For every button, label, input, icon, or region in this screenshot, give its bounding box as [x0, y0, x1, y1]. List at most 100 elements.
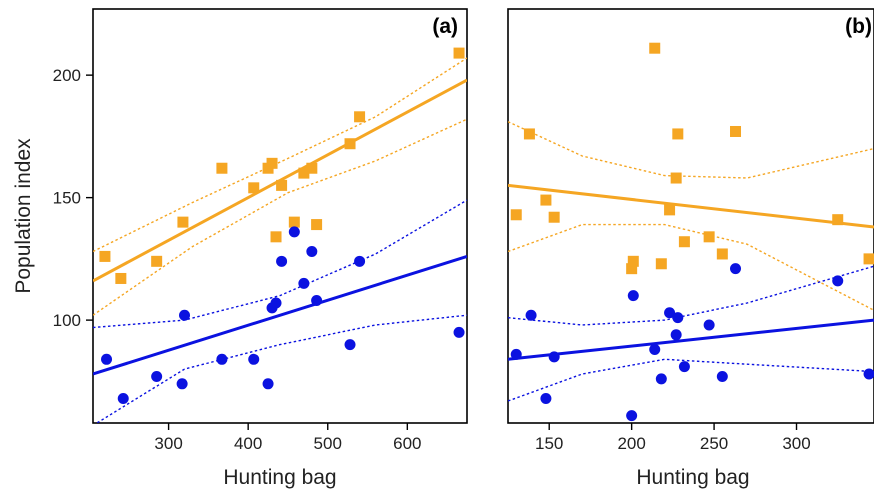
panel-a-orange-point: [115, 272, 127, 284]
panel-a-orange-point: [306, 162, 318, 174]
panel-a-blue-point: [262, 378, 274, 390]
panel-b-orange-point: [540, 194, 552, 206]
panel-a-blue-ci-lower-line: [95, 314, 467, 423]
y-axis-title: Population index: [12, 138, 35, 294]
panel-a-blue-point: [298, 277, 310, 289]
panel-b-orange-point: [832, 214, 844, 226]
panel-a-orange-point: [177, 216, 189, 228]
panel-a-blue-point: [101, 353, 113, 365]
panel-a-blue-point: [216, 353, 228, 365]
panel-a: (a) Hunting bag Population index 300 400 5…: [12, 8, 468, 489]
panel-a-orange-ci-upper-line: [93, 57, 467, 253]
panel-b-orange-point: [678, 236, 690, 248]
panel-a-orange-point: [453, 47, 465, 59]
panel-a-blue-point: [117, 393, 129, 405]
panel-b-blue-point: [832, 275, 844, 287]
panel-b-blue-point: [540, 393, 552, 405]
panel-a-orange-point: [248, 182, 260, 194]
panel-b-xtick-label: 300: [782, 434, 810, 453]
panel-b-blue-fit-line: [508, 318, 874, 361]
panel-a-ytick-label: 200: [53, 66, 81, 85]
panel-b-frame: [507, 8, 874, 424]
panel-a-orange-ci-lower-line: [93, 118, 467, 316]
panel-a-orange-point: [276, 179, 288, 191]
panel-a-orange-point: [270, 231, 282, 243]
panel-b-orange-point: [548, 211, 560, 223]
panel-b-xlabel: Hunting bag: [636, 466, 749, 489]
panel-b-blue-ci-lower-line: [508, 358, 874, 402]
panel-b-blue-point: [863, 368, 874, 380]
panel-b-orange-point: [655, 258, 667, 270]
panel-a-blue-point: [354, 255, 366, 267]
panel-b-blue-point: [678, 361, 690, 373]
panel-b-orange-point: [649, 42, 661, 54]
panel-a-orange-point: [99, 250, 111, 262]
panel-a-orange-point: [298, 167, 310, 179]
panel-b-orange-fit-line: [508, 183, 874, 229]
panel-b-blue-point: [626, 410, 638, 422]
panel-a-orange-point: [344, 138, 356, 150]
panel-b-orange-point: [626, 263, 638, 275]
panel-b-blue-point: [716, 370, 728, 382]
panel-b-blue-point: [627, 290, 639, 302]
panel-b-orange-point: [863, 253, 874, 265]
panel-a-orange-point: [266, 157, 278, 169]
panel-b-blue-point: [670, 329, 682, 341]
panel-a-xtick-label: 600: [393, 434, 421, 453]
panel-b-orange-point: [716, 248, 728, 260]
panel-b: (b) Hunting bag 150 200 250 300: [507, 8, 874, 489]
panel-a-xtick-label: 300: [154, 434, 182, 453]
panel-b-orange-point: [703, 231, 715, 243]
panel-b-xtick-label: 200: [617, 434, 645, 453]
panel-a-blue-point: [453, 326, 465, 338]
panel-b-orange-ci-upper-line: [508, 121, 874, 179]
panel-a-label: (a): [432, 15, 458, 38]
panel-a-plot: [93, 47, 467, 423]
panel-a-blue-point: [288, 226, 300, 238]
panel-a-blue-point: [151, 370, 163, 382]
panel-b-orange-point: [730, 125, 742, 137]
panel-b-blue-point: [649, 344, 661, 356]
panel-a-blue-point: [270, 297, 282, 309]
panel-a-blue-point: [248, 353, 260, 365]
panel-a-orange-point: [216, 162, 228, 174]
panel-b-orange-point: [627, 255, 639, 267]
panel-b-orange-ci-lower-line: [508, 223, 874, 311]
panel-a-orange-point: [311, 219, 323, 231]
panel-a-blue-fit-line: [93, 254, 467, 376]
panel-b-orange-point: [664, 204, 676, 216]
panel-b-orange-point: [523, 128, 535, 140]
panel-b-blue-point: [672, 312, 684, 324]
panel-a-blue-point: [344, 339, 356, 351]
panel-b-blue-point: [730, 263, 742, 275]
panel-a-orange-point: [288, 216, 300, 228]
panel-a-blue-point: [276, 255, 288, 267]
panel-b-orange-point: [670, 172, 682, 184]
panel-b-xtick-label: 250: [700, 434, 728, 453]
panel-a-xtick-label: 400: [234, 434, 262, 453]
panel-b-blue-point: [655, 373, 667, 385]
panel-a-blue-point: [176, 378, 188, 390]
panel-b-blue-ci-upper-line: [508, 265, 874, 326]
panel-b-orange-point: [510, 209, 522, 221]
panel-b-plot: [508, 42, 874, 422]
panel-a-frame: [92, 8, 468, 424]
panel-b-blue-point: [525, 309, 537, 321]
panel-a-xlabel: Hunting bag: [223, 466, 336, 489]
panel-b-blue-point: [703, 319, 715, 331]
panel-a-blue-ci-upper-line: [93, 199, 467, 329]
panel-a-blue-point: [179, 309, 191, 321]
panel-b-blue-point: [548, 351, 560, 363]
panel-b-orange-point: [672, 128, 684, 140]
panel-b-blue-point: [510, 348, 522, 360]
panel-a-blue-point: [306, 246, 318, 258]
panel-a-orange-point: [151, 255, 163, 267]
panel-a-blue-point: [311, 295, 323, 307]
panel-a-orange-point: [354, 111, 366, 123]
panel-a-xtick-label: 500: [314, 434, 342, 453]
panel-b-blue-point: [664, 307, 676, 319]
panel-a-ytick-label: 100: [53, 311, 81, 330]
panel-a-ytick-label: 150: [53, 189, 81, 208]
